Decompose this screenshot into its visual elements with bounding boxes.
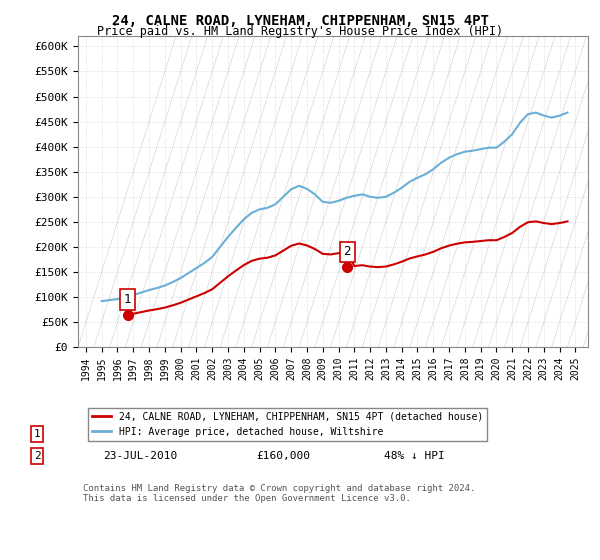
- Legend: 24, CALNE ROAD, LYNEHAM, CHIPPENHAM, SN15 4PT (detached house), HPI: Average pri: 24, CALNE ROAD, LYNEHAM, CHIPPENHAM, SN1…: [88, 408, 487, 441]
- Text: 1: 1: [124, 293, 131, 306]
- Text: £160,000: £160,000: [257, 451, 311, 461]
- Text: Price paid vs. HM Land Registry's House Price Index (HPI): Price paid vs. HM Land Registry's House …: [97, 25, 503, 38]
- Text: 27-AUG-1996: 27-AUG-1996: [104, 429, 178, 439]
- Text: 48% ↓ HPI: 48% ↓ HPI: [384, 451, 445, 461]
- Text: 2: 2: [343, 245, 351, 259]
- Text: £65,000: £65,000: [257, 429, 304, 439]
- Text: 1: 1: [34, 429, 41, 439]
- Text: 23-JUL-2010: 23-JUL-2010: [104, 451, 178, 461]
- Text: Contains HM Land Registry data © Crown copyright and database right 2024.
This d: Contains HM Land Registry data © Crown c…: [83, 484, 475, 503]
- Text: 24, CALNE ROAD, LYNEHAM, CHIPPENHAM, SN15 4PT: 24, CALNE ROAD, LYNEHAM, CHIPPENHAM, SN1…: [112, 14, 488, 28]
- Text: 2: 2: [34, 451, 41, 461]
- Text: 37% ↓ HPI: 37% ↓ HPI: [384, 429, 445, 439]
